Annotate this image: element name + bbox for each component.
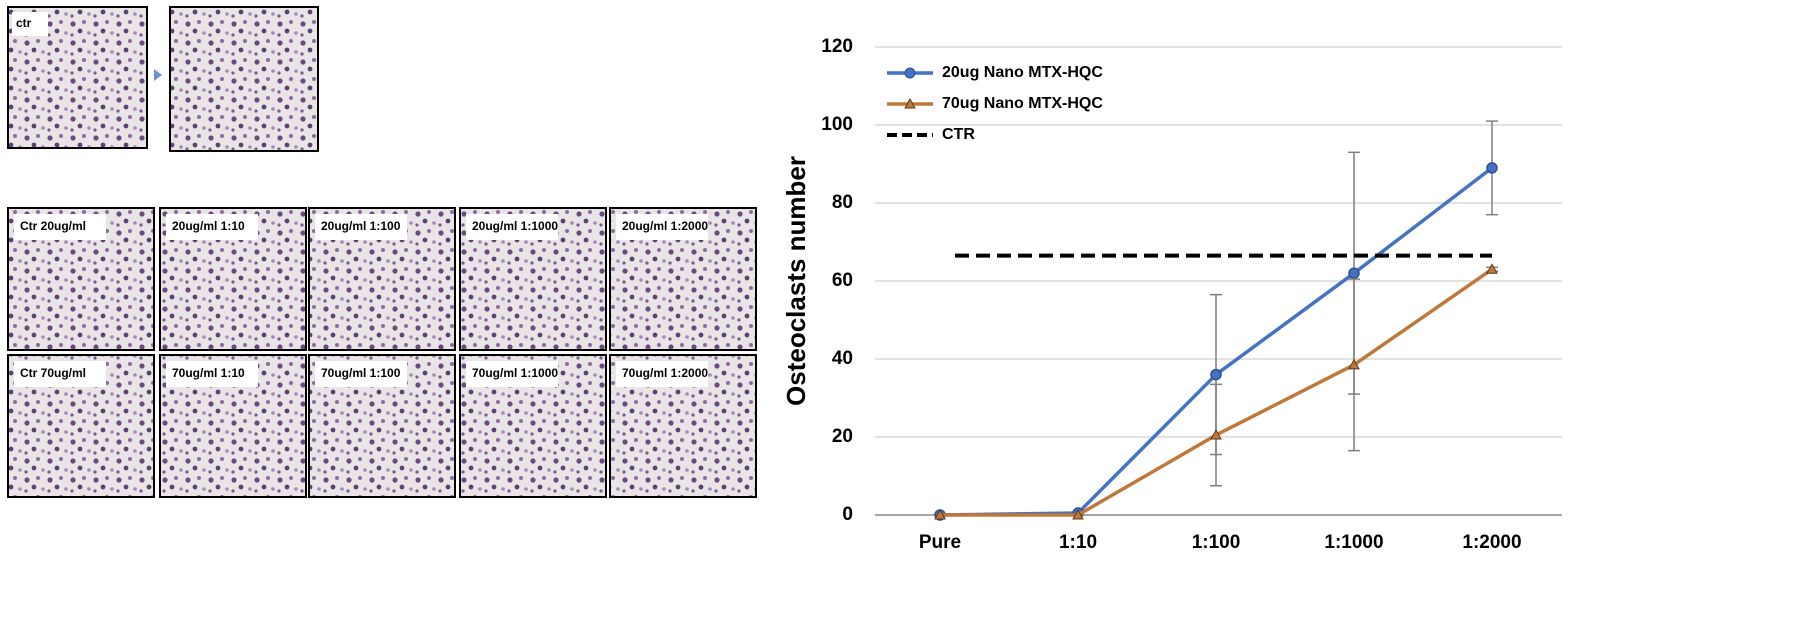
y-tick-label: 20 (832, 426, 853, 447)
y-tick-label: 40 (832, 348, 853, 369)
y-tick-label: 120 (821, 36, 853, 57)
image-label: ctr (16, 16, 32, 30)
point (1486, 162, 1498, 174)
y-axis-label: Osteoclasts number (781, 156, 811, 406)
image-label: 70ug/ml 1:1000 (472, 366, 558, 380)
label-box (466, 361, 558, 387)
image-label: 70ug/ml 1:100 (321, 366, 401, 380)
image-label: 70ug/ml 1:2000 (622, 366, 708, 380)
x-tick-label: Pure (919, 532, 961, 553)
x-tick-label: 1:10 (1059, 532, 1097, 553)
point (1210, 429, 1222, 440)
point (1072, 508, 1084, 520)
label-box (315, 361, 407, 387)
point (1486, 263, 1498, 274)
micrograph (169, 6, 319, 152)
image-label: 20ug/ml 1:2000 (622, 219, 708, 233)
image-label: 20ug/ml 1:1000 (472, 219, 558, 233)
y-tick-label: 60 (832, 270, 853, 291)
label-box (616, 361, 708, 387)
x-tick-label: 1:1000 (1324, 532, 1383, 553)
label-box (14, 361, 106, 387)
label-box (166, 214, 258, 240)
point (934, 508, 946, 520)
x-tick-label: 1:100 (1192, 532, 1241, 553)
y-tick-label: 0 (842, 504, 853, 525)
arrow (154, 69, 162, 81)
legend-label: 20ug Nano MTX-HQC (942, 64, 1103, 81)
x-tick-label: 1:2000 (1462, 532, 1521, 553)
label-box (315, 214, 407, 240)
label-box (166, 361, 258, 387)
image-label: 70ug/ml 1:10 (172, 366, 245, 380)
point (1348, 267, 1360, 279)
point (1210, 368, 1222, 381)
y-tick-label: 80 (832, 192, 853, 213)
label-box (466, 214, 558, 240)
legend-marker (904, 97, 916, 109)
y-tick-label: 100 (821, 114, 853, 135)
label-box (12, 12, 48, 36)
label-box (14, 214, 106, 240)
image-label: 20ug/ml 1:10 (172, 219, 245, 233)
legend-label: CTR (942, 126, 975, 143)
micrographs: ctr (7, 6, 319, 152)
image-label: Ctr 70ug/ml (20, 366, 86, 380)
legend-marker (904, 67, 916, 79)
legend-label: 70ug Nano MTX-HQC (942, 95, 1103, 112)
image-label: 20ug/ml 1:100 (321, 219, 401, 233)
image-label: Ctr 20ug/ml (20, 219, 86, 233)
point (1348, 358, 1360, 370)
label-box (616, 214, 708, 240)
